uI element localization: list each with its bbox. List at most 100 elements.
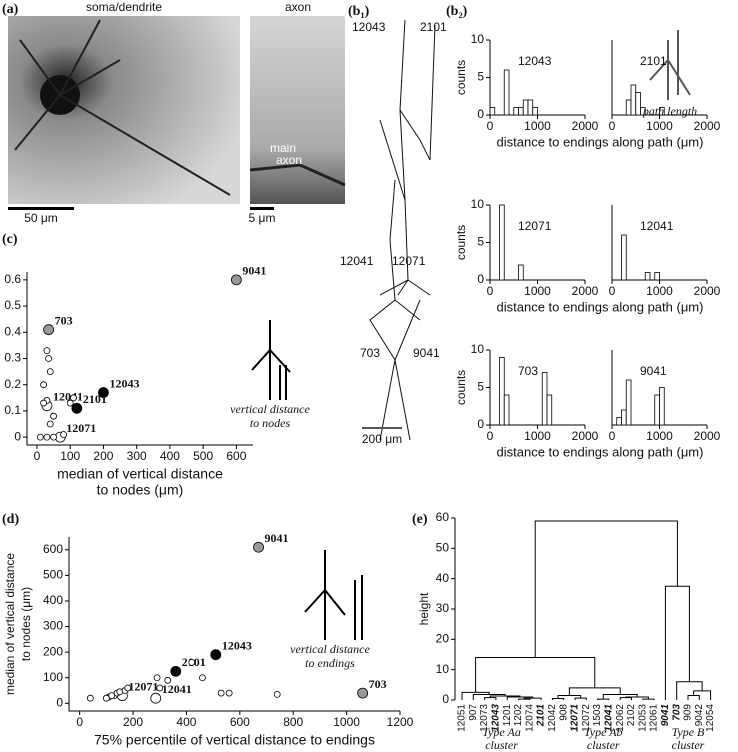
chart-title: 9041 xyxy=(640,364,667,378)
leaf-label: 9041 xyxy=(660,704,671,727)
x-tick-label: 1000 xyxy=(646,429,673,443)
bar xyxy=(499,204,505,281)
neuron-drawing xyxy=(379,19,436,296)
bar xyxy=(513,107,519,116)
chart-title: 703 xyxy=(518,364,538,378)
panel-label: (d) xyxy=(2,512,19,527)
x-axis-label: distance to endings along path (μm) xyxy=(497,444,704,459)
y-tick-label: 0.1 xyxy=(4,403,21,417)
leaf-label: 12043 xyxy=(491,704,502,732)
annotation: to endings xyxy=(305,656,355,670)
scale-bar xyxy=(362,427,402,429)
point xyxy=(188,658,196,666)
cluster-label: Type Aa xyxy=(482,725,521,739)
x-tick-label: 500 xyxy=(193,449,213,463)
micrograph-axon xyxy=(250,16,345,204)
y-tick-label: 0 xyxy=(56,695,63,709)
bar xyxy=(616,417,622,426)
x-tick-label: 2000 xyxy=(694,119,721,133)
axon xyxy=(249,163,346,187)
x-tick-label: 2000 xyxy=(572,119,599,133)
dendrogram-link xyxy=(687,694,700,700)
bar xyxy=(522,99,529,116)
micrograph-soma xyxy=(8,16,240,204)
image-title: soma/dendrite xyxy=(86,0,162,14)
bar xyxy=(635,92,641,116)
x-tick-label: 0 xyxy=(76,715,83,729)
y-tick-label: 400 xyxy=(43,593,63,607)
bar xyxy=(644,272,651,281)
point xyxy=(40,381,48,389)
panel-label: (a) xyxy=(2,2,19,17)
panel-label: (c) xyxy=(2,232,18,247)
point-label: 12071 xyxy=(66,421,96,435)
y-axis-label: to nodes (μm) xyxy=(19,587,33,661)
panel-label: (e) xyxy=(412,512,428,527)
point-label: 12071 xyxy=(128,679,158,693)
axis xyxy=(26,272,253,446)
y-tick-label: 0.2 xyxy=(4,377,21,391)
annotation: to nodes xyxy=(250,416,291,430)
y-axis-label: counts xyxy=(454,225,468,260)
dendrogram-link xyxy=(574,697,587,700)
y-tick-label: 10 xyxy=(471,342,485,356)
leaf-label: 12061 xyxy=(649,704,660,732)
point xyxy=(225,689,233,697)
point xyxy=(170,665,182,677)
bar xyxy=(527,99,534,116)
y-axis-label: counts xyxy=(454,370,468,405)
y-axis-label: counts xyxy=(454,60,468,95)
point xyxy=(199,674,206,682)
x-tick-label: 0 xyxy=(487,119,494,133)
y-tick-label: 10 xyxy=(436,662,450,676)
point xyxy=(253,541,264,553)
panel-label: (b₂) xyxy=(446,4,468,19)
neuron-id: 9041 xyxy=(413,346,440,360)
point xyxy=(217,689,225,697)
y-tick-label: 100 xyxy=(43,670,63,684)
dendrogram-link xyxy=(475,657,596,693)
neuron-id: 2101 xyxy=(420,20,447,34)
scale-label: 50 μm xyxy=(24,211,58,225)
leaf-label: 12041 xyxy=(604,704,615,732)
x-tick-label: 1000 xyxy=(333,715,360,729)
x-tick-label: 0 xyxy=(609,429,616,443)
point-label: 12041 xyxy=(162,682,192,696)
x-tick-label: 200 xyxy=(93,449,113,463)
point-label: 2101 xyxy=(83,392,107,406)
point xyxy=(230,274,242,286)
x-tick-label: 0 xyxy=(34,449,41,463)
x-axis-label: median of vertical distance xyxy=(57,466,223,482)
x-tick-label: 600 xyxy=(226,449,246,463)
x-tick-label: 1000 xyxy=(646,284,673,298)
leaf-label: 12042 xyxy=(547,704,558,732)
point xyxy=(43,324,55,336)
y-tick-label: 0 xyxy=(477,272,484,286)
bar xyxy=(654,394,660,426)
y-tick-label: 500 xyxy=(43,568,63,582)
x-axis-label: distance to endings along path (μm) xyxy=(497,134,704,149)
dendrogram-link xyxy=(461,691,490,700)
x-tick-label: 1000 xyxy=(524,119,551,133)
y-tick-label: 60 xyxy=(436,510,450,524)
bar xyxy=(654,272,660,281)
bar xyxy=(532,107,538,116)
x-tick-label: 0 xyxy=(487,429,494,443)
y-tick-label: 600 xyxy=(43,542,63,556)
axis xyxy=(68,537,400,712)
y-axis-label: median of vertical distance xyxy=(3,553,17,695)
x-tick-label: 400 xyxy=(176,715,196,729)
x-tick-label: 300 xyxy=(127,449,147,463)
point xyxy=(156,684,164,692)
x-tick-label: 100 xyxy=(60,449,80,463)
cluster-label: cluster xyxy=(485,738,518,752)
y-tick-label: 0.6 xyxy=(4,272,21,286)
x-tick-label: 600 xyxy=(230,715,250,729)
x-tick-label: 1000 xyxy=(524,429,551,443)
dendrogram-link xyxy=(642,698,655,700)
point xyxy=(36,433,44,441)
point-label: 703 xyxy=(55,313,73,327)
dendrogram-link xyxy=(568,687,621,696)
y-tick-label: 10 xyxy=(471,32,485,46)
x-tick-label: 800 xyxy=(283,715,303,729)
